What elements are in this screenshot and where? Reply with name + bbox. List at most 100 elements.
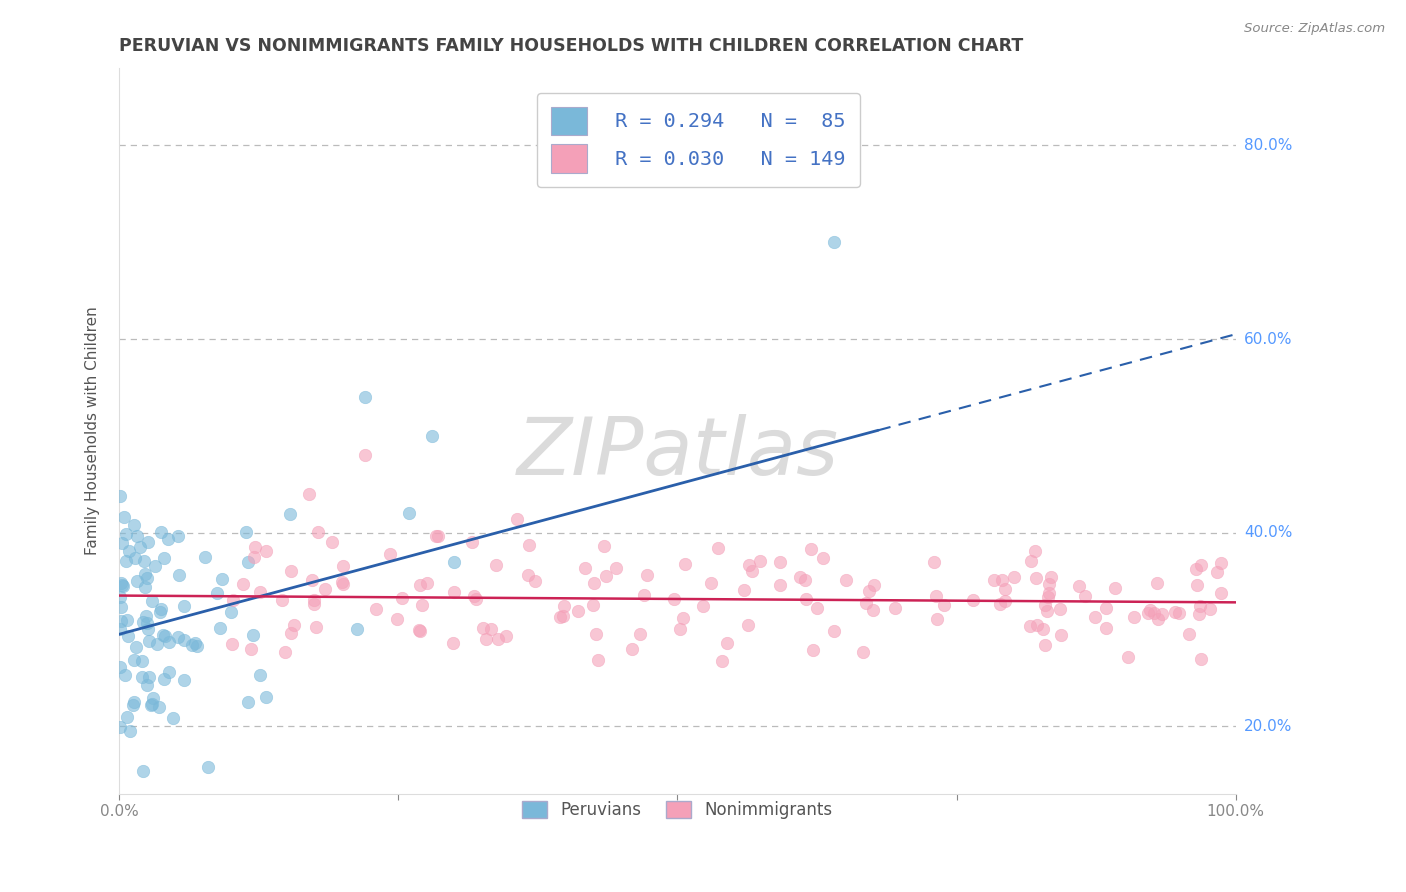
Point <box>115 709 138 723</box>
Point <box>271 592 294 607</box>
Point <box>127 529 149 543</box>
Legend: Peruvians, Nonimmigrants: Peruvians, Nonimmigrants <box>516 794 839 826</box>
Point <box>332 577 354 591</box>
Point <box>858 584 880 599</box>
Point <box>427 528 450 542</box>
Point <box>834 573 856 587</box>
Point <box>605 560 627 574</box>
Point <box>574 561 596 575</box>
Point <box>205 586 228 600</box>
Point <box>1206 565 1229 579</box>
Point <box>254 544 277 558</box>
Point <box>479 622 502 636</box>
Point <box>585 627 607 641</box>
Point <box>211 573 233 587</box>
Point <box>280 625 302 640</box>
Point <box>1199 602 1222 616</box>
Point <box>132 764 155 778</box>
Point <box>927 612 949 626</box>
Point <box>249 585 271 599</box>
Point <box>733 582 755 597</box>
Point <box>472 621 495 635</box>
Point <box>474 632 496 647</box>
Point <box>131 654 153 668</box>
Point <box>124 551 146 566</box>
Point <box>162 711 184 725</box>
Point <box>142 690 165 705</box>
Point <box>411 598 433 612</box>
Point <box>416 576 439 591</box>
Point <box>235 524 257 539</box>
Point <box>274 645 297 659</box>
Point <box>146 637 169 651</box>
Point <box>1116 650 1139 665</box>
Point <box>278 508 301 522</box>
Point <box>1122 610 1144 624</box>
Point <box>242 627 264 641</box>
Point <box>994 594 1017 608</box>
Point <box>581 599 603 613</box>
Text: 20.0%: 20.0% <box>1244 719 1292 734</box>
Point <box>141 594 163 608</box>
Point <box>593 540 616 554</box>
Point <box>378 547 401 561</box>
Point <box>122 695 145 709</box>
Point <box>582 575 605 590</box>
Point <box>1036 590 1059 604</box>
Point <box>506 512 529 526</box>
Point <box>922 555 945 569</box>
Point <box>110 622 132 636</box>
Point <box>1168 607 1191 621</box>
Point <box>1032 622 1054 636</box>
Point <box>167 631 190 645</box>
Point <box>243 540 266 554</box>
Point <box>135 608 157 623</box>
Point <box>110 600 132 615</box>
Point <box>1084 610 1107 624</box>
Point <box>110 720 132 734</box>
Point <box>298 487 321 501</box>
Point <box>314 582 336 597</box>
Point <box>460 534 482 549</box>
Point <box>1026 617 1049 632</box>
Point <box>249 668 271 682</box>
Point <box>769 577 792 591</box>
Point <box>551 608 574 623</box>
Point <box>148 700 170 714</box>
Point <box>1095 621 1118 635</box>
Point <box>485 558 508 572</box>
Point <box>307 525 329 540</box>
Point <box>240 642 263 657</box>
Point <box>486 632 509 647</box>
Point <box>136 678 159 692</box>
Point <box>668 622 690 636</box>
Point <box>409 624 432 639</box>
Point <box>630 627 652 641</box>
Point <box>716 636 738 650</box>
Point <box>443 585 465 599</box>
Text: Source: ZipAtlas.com: Source: ZipAtlas.com <box>1244 22 1385 36</box>
Point <box>465 591 488 606</box>
Point <box>1146 576 1168 591</box>
Point <box>789 570 811 584</box>
Point <box>1038 577 1060 591</box>
Point <box>710 654 733 668</box>
Point <box>136 535 159 549</box>
Text: ZIPatlas: ZIPatlas <box>516 414 838 491</box>
Point <box>305 620 328 634</box>
Point <box>1152 607 1174 621</box>
Point <box>991 574 1014 588</box>
Point <box>118 544 141 558</box>
Point <box>1025 571 1047 585</box>
Point <box>180 638 202 652</box>
Point <box>353 390 375 404</box>
Point <box>633 588 655 602</box>
Point <box>803 643 825 657</box>
Point <box>1049 628 1071 642</box>
Point <box>1038 586 1060 600</box>
Point <box>990 597 1012 611</box>
Point <box>409 578 432 592</box>
Point <box>111 579 134 593</box>
Point <box>420 429 443 443</box>
Point <box>108 660 131 674</box>
